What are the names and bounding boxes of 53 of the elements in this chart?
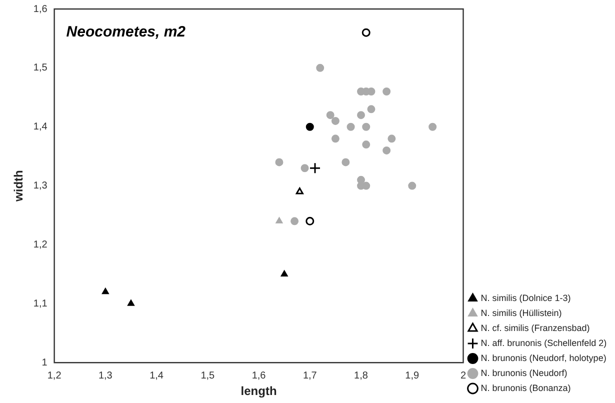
legend-label: N. brunonis (Neudorf, holotype) (480, 352, 606, 363)
point (346, 122, 355, 131)
y-tick-label: 1,3 (33, 180, 48, 192)
point (382, 146, 391, 154)
point (275, 158, 284, 166)
point (362, 28, 370, 37)
point (408, 182, 416, 190)
point (367, 105, 376, 114)
point (388, 134, 396, 143)
point (300, 164, 309, 172)
y-tick-label: 1,6 (33, 4, 48, 15)
y-tick-label: 1,5 (33, 62, 48, 74)
x-tick-label: 2 (460, 370, 466, 382)
y-axis-title: width (12, 170, 26, 202)
point (362, 140, 370, 149)
point (382, 88, 391, 96)
point (306, 122, 314, 131)
point (326, 111, 334, 120)
point (280, 270, 288, 276)
legend-label: N. similis (Dolnice 1-3) (480, 292, 571, 303)
x-tick-label: 1,3 (98, 370, 113, 382)
legend-label: N. aff. brunonis (Schellenfeld 2) (480, 338, 607, 348)
point (309, 162, 321, 174)
legend-label: N. brunonis (Bonanza) (480, 382, 571, 393)
point (342, 158, 350, 166)
point (102, 288, 109, 294)
x-tick-label: 1,9 (405, 370, 420, 382)
point (290, 217, 299, 226)
y-tick-label: 1,4 (33, 122, 48, 133)
point (331, 134, 340, 143)
legend-label: N. similis (Hüllistein) (480, 308, 562, 318)
point (127, 300, 135, 306)
x-axis-title: length (240, 384, 277, 398)
legend-label: N. brunonis (Neudorf) (480, 368, 568, 378)
y-tick-label: 1,2 (33, 239, 48, 250)
point (306, 216, 314, 226)
text: Neocometes, m2 (66, 24, 186, 41)
y-tick-label: 1,1 (33, 298, 48, 310)
point (428, 122, 437, 131)
legend-label: N. cf. similis (Franzensbad) (480, 322, 590, 333)
x-tick-label: 1,4 (150, 370, 164, 382)
x-tick-label: 1,8 (354, 370, 368, 382)
point (276, 217, 283, 224)
x-tick-label: 1,5 (200, 370, 216, 382)
x-tick-label: 1,7 (302, 370, 318, 382)
x-tick-label: 1,2 (47, 370, 62, 382)
point (331, 116, 340, 125)
x-tick-label: 1,6 (252, 370, 266, 382)
y-tick-label: 1 (42, 357, 48, 368)
point (296, 187, 304, 194)
point (316, 64, 324, 72)
point (357, 111, 366, 120)
point (362, 122, 370, 131)
